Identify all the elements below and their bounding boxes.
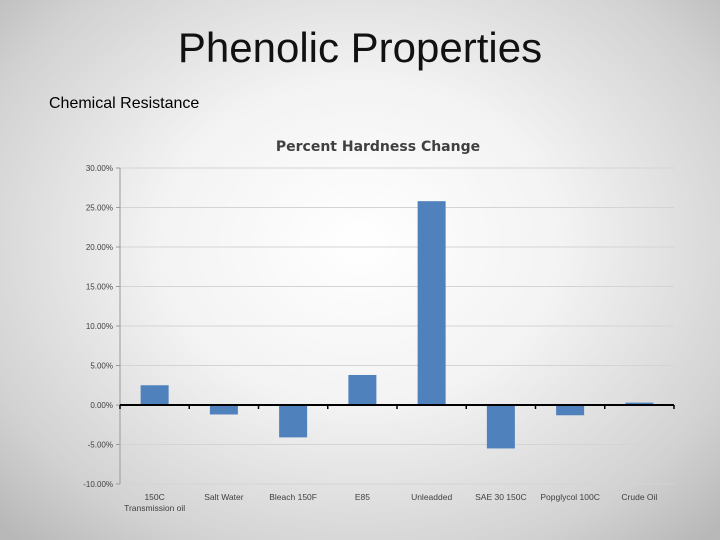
bar: [556, 405, 585, 416]
bar: [625, 402, 654, 405]
bars: [140, 201, 654, 449]
category-label: 150C: [144, 492, 164, 502]
y-tick-label: 10.00%: [86, 322, 113, 331]
y-tick-label: 20.00%: [86, 243, 113, 252]
y-tick-label: 15.00%: [86, 283, 113, 292]
y-tick-label: -5.00%: [88, 441, 113, 450]
y-tick-label: 30.00%: [86, 164, 113, 173]
category-label: E85: [355, 492, 370, 502]
category-label: SAE 30 150C: [475, 492, 527, 502]
slide-title: Phenolic Properties: [177, 24, 543, 71]
category-label: Popglycol 100C: [540, 492, 600, 502]
bar: [348, 374, 377, 405]
y-tick-label: 0.00%: [90, 401, 113, 410]
gridlines: [120, 167, 674, 485]
y-tick-label: -10.00%: [83, 480, 113, 489]
bar: [209, 405, 238, 415]
category-label: Crude Oil: [621, 492, 657, 502]
bar: [417, 201, 446, 405]
category-label: Salt Water: [204, 492, 244, 502]
slide-subtitle: Chemical Resistance: [49, 95, 200, 112]
category-label: Bleach 150F: [269, 492, 317, 502]
bar: [140, 385, 169, 405]
y-tick-label: 5.00%: [90, 362, 113, 371]
y-axis-tick-labels: 30.00% 25.00% 20.00% 15.00% 10.00% 5.00% 0.00%…: [83, 164, 113, 489]
chart-title: Percent Hardness Change: [276, 139, 480, 155]
bar: [486, 405, 515, 449]
axes: [116, 167, 675, 485]
y-tick-label: 25.00%: [86, 204, 113, 213]
category-label: Transmission oil: [124, 503, 185, 513]
category-label: Unleadded: [411, 492, 452, 502]
bar: [279, 405, 308, 438]
